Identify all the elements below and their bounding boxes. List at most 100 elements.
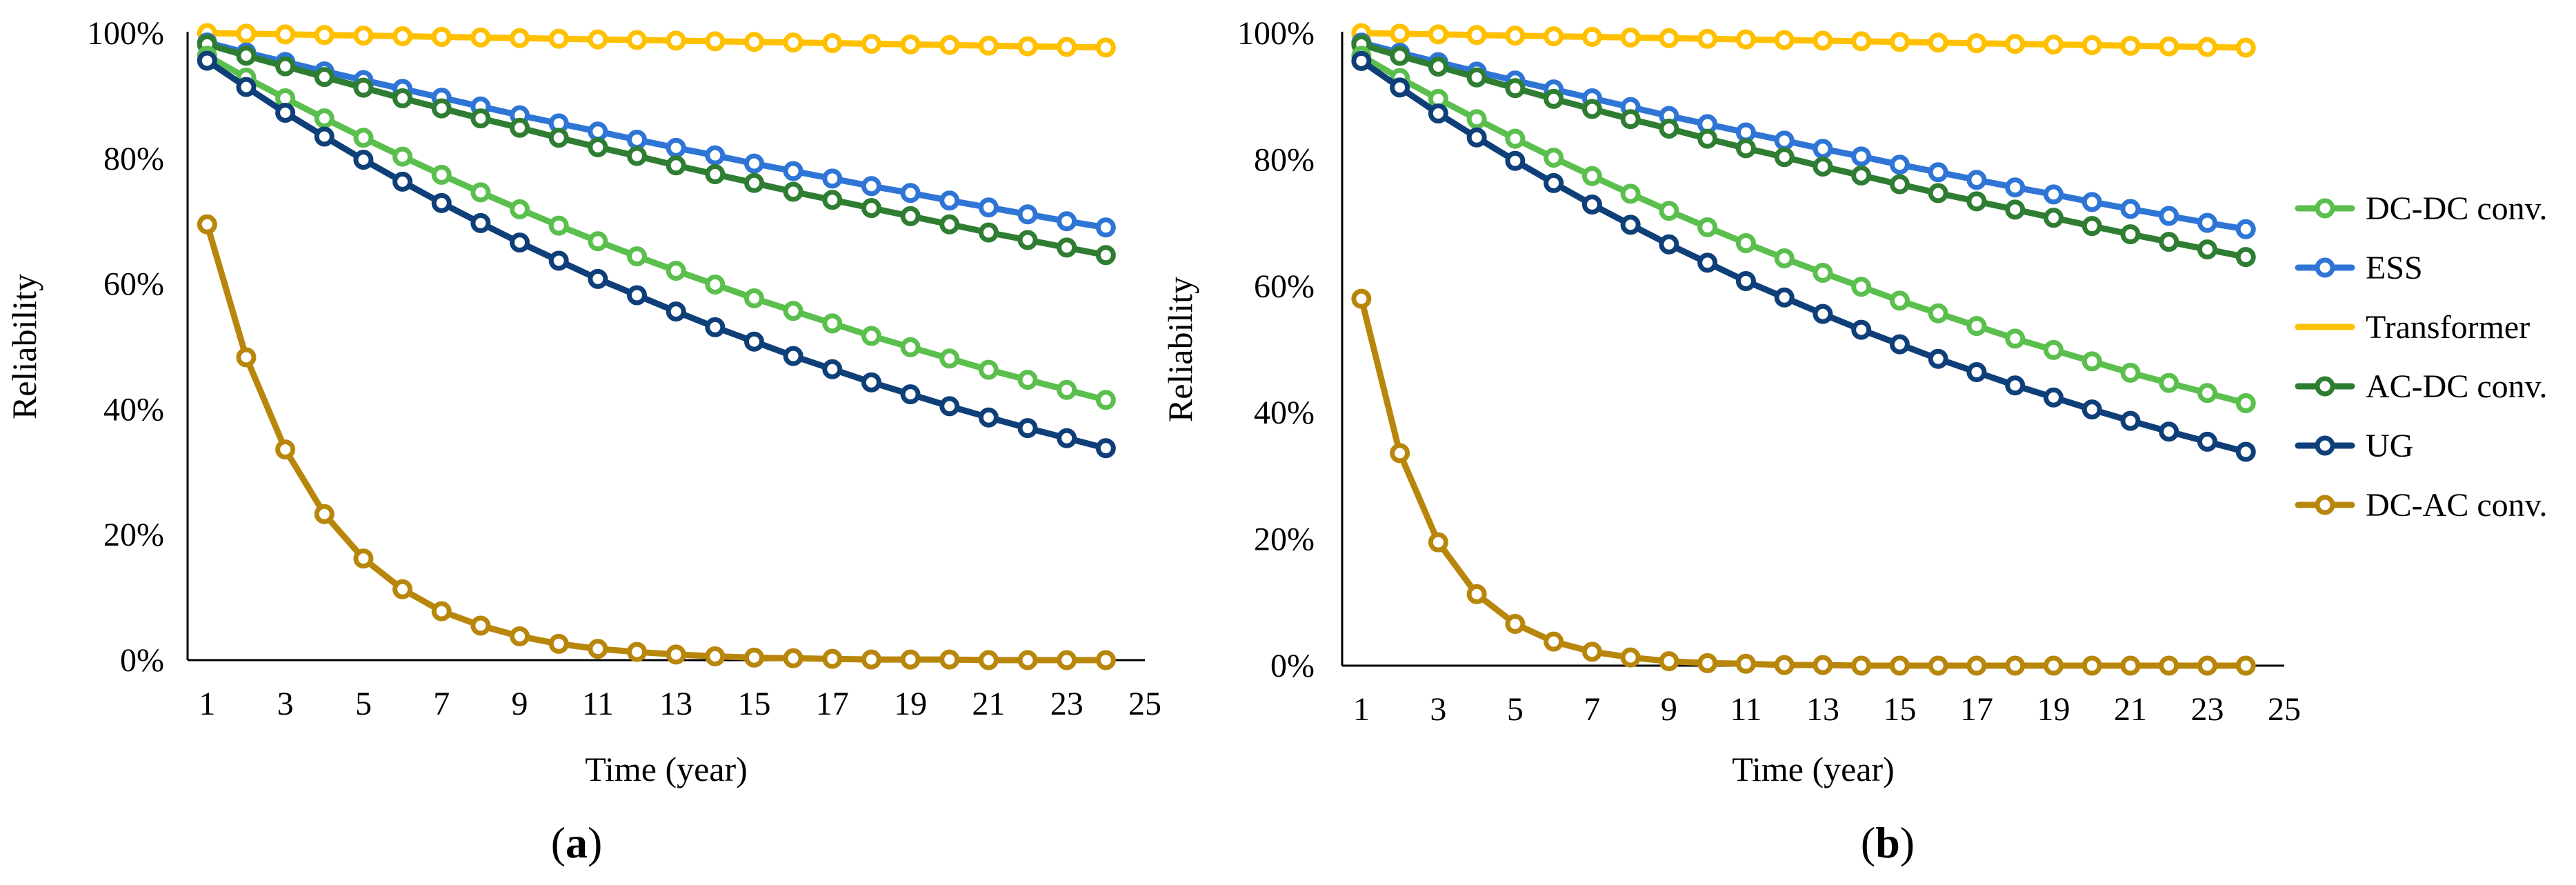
data-point: [236, 347, 257, 368]
data-point: [1966, 170, 1987, 190]
chart-panel-b: 0%20%40%60%80%100%1 3 5 7 9 11 13 15 17 19 21 23 25T…: [1161, 15, 2301, 867]
data-point: [1390, 23, 1410, 44]
data-point: [1697, 252, 1718, 273]
data-point: [1057, 237, 1077, 258]
data-point: [1620, 109, 1641, 130]
data-point: [705, 317, 726, 337]
data-point: [1928, 32, 1948, 53]
data-point: [2043, 184, 2064, 205]
data-point: [783, 32, 803, 53]
data-point: [2235, 219, 2256, 239]
legend-swatch-marker: [2315, 198, 2335, 219]
data-point: [1017, 204, 1038, 225]
data-point: [743, 153, 764, 174]
data-point: [1544, 172, 1564, 193]
data-point: [470, 212, 491, 233]
data-point: [1735, 122, 1756, 143]
x-tick-label: 13: [659, 686, 692, 722]
data-point: [978, 359, 999, 380]
data-point: [197, 50, 217, 71]
data-point: [1813, 655, 1833, 675]
data-point: [2235, 655, 2256, 676]
series-line: [1358, 30, 2249, 51]
series-line: [1358, 295, 2249, 669]
data-point: [1928, 303, 1948, 324]
data-point: [1928, 183, 1948, 203]
data-point: [1095, 650, 1116, 670]
data-point: [548, 250, 569, 271]
legend-item: AC-DC conv.: [2295, 368, 2548, 405]
data-point: [470, 27, 491, 48]
data-point: [705, 275, 726, 295]
data-point: [236, 46, 257, 66]
data-point: [2197, 383, 2217, 404]
data-point: [1735, 29, 1756, 50]
data-point: [314, 67, 335, 88]
data-point: [510, 28, 530, 48]
data-point: [2120, 655, 2141, 676]
data-point: [2120, 35, 2141, 56]
x-tick-label: 17: [1960, 691, 1993, 728]
data-point: [1544, 148, 1564, 168]
data-point: [588, 137, 608, 157]
data-point: [822, 33, 843, 54]
x-tick-label: 7: [1584, 691, 1600, 728]
data-point: [1735, 653, 1756, 674]
data-point: [2159, 421, 2179, 442]
y-tick-label: 100%: [87, 15, 164, 52]
data-point: [510, 199, 530, 219]
data-point: [783, 648, 803, 668]
x-tick-label: 23: [1050, 686, 1084, 722]
data-point: [1544, 26, 1564, 47]
data-point: [1017, 418, 1038, 439]
data-point: [627, 30, 648, 50]
data-point: [1351, 50, 1372, 71]
data-point: [1057, 211, 1077, 232]
data-point: [1095, 390, 1116, 410]
data-point: [548, 28, 569, 49]
data-point: [822, 190, 843, 210]
data-point: [1966, 655, 1987, 676]
data-point: [861, 372, 881, 392]
data-point: [705, 164, 726, 185]
data-point: [1466, 25, 1487, 46]
data-point: [1659, 118, 1679, 139]
data-point: [1889, 174, 1910, 195]
data-point: [1428, 24, 1448, 45]
x-tick-label: 9: [1661, 691, 1677, 728]
data-point: [1505, 128, 1526, 149]
y-axis-title: Reliability: [5, 274, 43, 419]
data-point: [2081, 399, 2102, 420]
data-point: [2197, 239, 2217, 260]
data-point: [978, 35, 999, 56]
data-point: [666, 644, 686, 665]
data-point: [431, 26, 452, 47]
data-point: [1774, 655, 1795, 675]
data-point: [2043, 655, 2064, 676]
data-point: [1505, 613, 1526, 634]
data-point: [666, 261, 686, 281]
data-point: [2159, 372, 2179, 393]
data-point: [2081, 216, 2102, 237]
series-transformer: [197, 23, 1116, 58]
data-point: [627, 285, 648, 306]
data-point: [2081, 192, 2102, 212]
data-point: [939, 214, 960, 235]
legend-item: Transformer: [2295, 309, 2530, 346]
data-point: [1351, 288, 1372, 309]
data-point: [510, 117, 530, 138]
data-point: [548, 633, 569, 654]
data-point: [548, 128, 569, 148]
data-point: [1390, 46, 1410, 66]
x-tick-label: 19: [894, 686, 927, 722]
data-point: [1813, 263, 1833, 284]
data-point: [275, 439, 296, 460]
data-point: [1017, 230, 1038, 250]
data-point: [1889, 155, 1910, 175]
data-point: [1466, 127, 1487, 148]
x-tick-label: 25: [2268, 691, 2301, 728]
series-dc-dc-conv: [197, 46, 1116, 410]
data-point: [1581, 166, 1602, 186]
legend-item: DC-AC conv.: [2295, 487, 2548, 524]
series-dc-ac-conv: [197, 214, 1116, 670]
